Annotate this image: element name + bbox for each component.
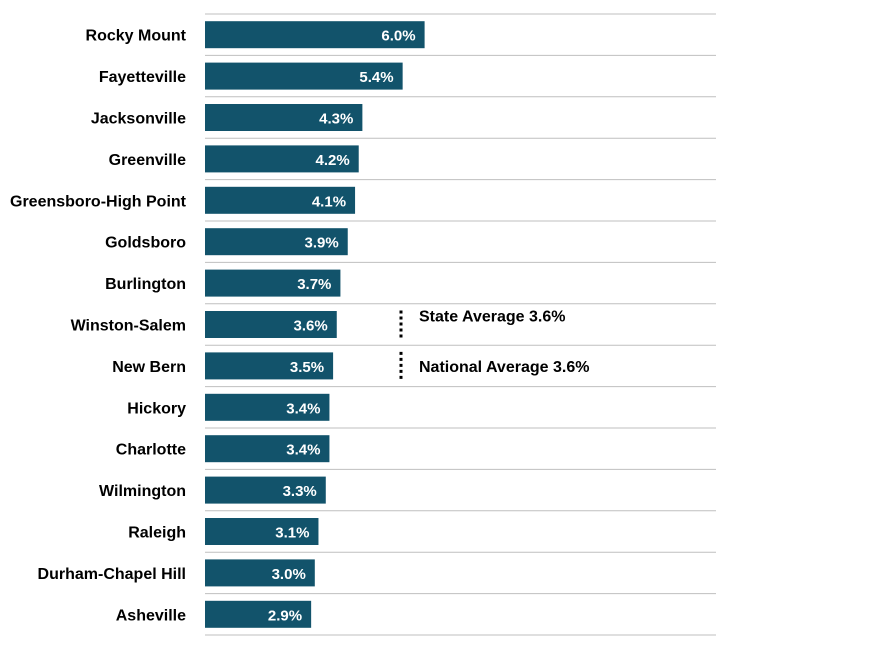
bar	[205, 145, 359, 173]
bar	[205, 186, 356, 214]
value-label: 3.9%	[305, 235, 339, 252]
value-label: 5.4%	[359, 69, 393, 86]
bar	[205, 435, 330, 463]
category-label: Burlington	[105, 276, 186, 293]
category-label: Jacksonville	[91, 111, 186, 128]
value-label: 4.2%	[316, 152, 350, 169]
category-label: Wilmington	[99, 483, 186, 500]
bar	[205, 559, 315, 587]
bar	[205, 62, 403, 90]
value-label: 2.9%	[268, 607, 302, 624]
value-label: 3.0%	[272, 566, 306, 583]
category-label: Raleigh	[128, 525, 186, 542]
category-label: Winston-Salem	[71, 318, 186, 335]
category-label: Hickory	[127, 400, 186, 417]
value-label: 3.4%	[286, 400, 320, 417]
value-label: 3.3%	[283, 483, 317, 500]
value-label: 6.0%	[381, 28, 415, 45]
value-label: 4.1%	[312, 193, 346, 210]
category-label: Greensboro-High Point	[10, 193, 187, 210]
value-label: 3.5%	[290, 359, 324, 376]
value-label: 3.1%	[275, 525, 309, 542]
category-label: Asheville	[116, 607, 186, 624]
bar	[205, 518, 319, 545]
value-label: 3.6%	[294, 318, 328, 335]
value-label: 3.7%	[297, 276, 331, 293]
value-label: 3.4%	[286, 442, 320, 459]
bar	[205, 311, 337, 338]
state-average-label: State Average 3.6%	[419, 309, 565, 326]
bar	[205, 600, 312, 628]
bar	[205, 104, 363, 131]
category-label: Greenville	[109, 152, 186, 169]
bar	[205, 269, 341, 297]
category-label: Durham-Chapel Hill	[38, 566, 186, 583]
value-label: 4.3%	[319, 111, 353, 128]
bar	[205, 476, 326, 504]
category-label: Charlotte	[116, 442, 186, 459]
category-label: Fayetteville	[99, 69, 186, 86]
category-label: Rocky Mount	[86, 28, 187, 45]
bar	[205, 393, 330, 421]
category-label: Goldsboro	[105, 235, 186, 252]
bar	[205, 352, 334, 380]
bar	[205, 228, 348, 256]
category-label: New Bern	[112, 359, 186, 376]
national-average-label: National Average 3.6%	[419, 359, 589, 376]
bar	[205, 21, 425, 49]
